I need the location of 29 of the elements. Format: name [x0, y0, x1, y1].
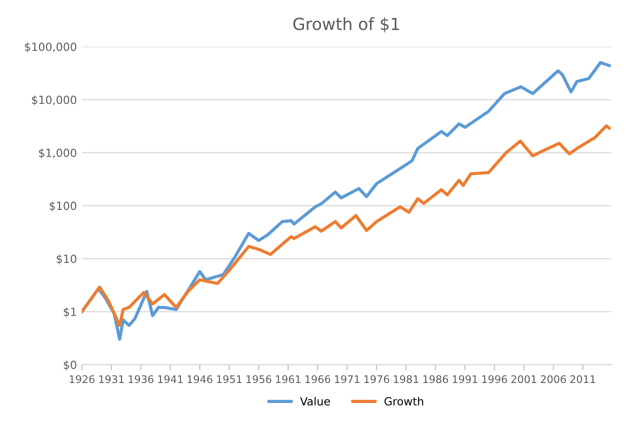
x-tick-label: 1986 [423, 375, 448, 384]
y-tick-label: $0 [64, 360, 76, 370]
y-tick-label: $10 [56, 254, 76, 264]
line-series [82, 124, 611, 327]
chart-title: Growth of $1 [293, 17, 400, 32]
x-tick-label: 2011 [570, 375, 596, 384]
x-tick-label: 2006 [540, 375, 566, 384]
x-tick-label: 1981 [394, 375, 418, 384]
x-tick-label: 1931 [99, 375, 124, 384]
legend-label: Growth [384, 396, 424, 406]
x-tick-label: 1996 [482, 375, 508, 384]
y-tick-label: $10,000 [32, 95, 76, 106]
x-tick-label: 1966 [306, 375, 330, 384]
x-tick-label: 1956 [246, 375, 272, 384]
x-tick-label: 1946 [188, 375, 212, 384]
y-tick-label: $1,000 [39, 148, 76, 158]
y-tick-label: $100,000 [24, 42, 76, 52]
y-tick-label: $1 [64, 307, 76, 318]
x-tick-label: 1976 [364, 375, 390, 384]
legend-label: Value [300, 396, 330, 406]
x-tick-label: 1991 [452, 375, 478, 384]
x-tick-label: 1961 [276, 375, 300, 384]
x-tick-label: 2001 [511, 375, 536, 384]
x-tick-label: 1971 [334, 375, 360, 384]
x-tick-label: 1951 [217, 375, 242, 384]
y-tick-label: $100 [50, 201, 76, 212]
x-tick-label: 1926 [70, 375, 94, 384]
x-tick-label: 1941 [158, 375, 183, 384]
x-tick-label: 1936 [128, 375, 154, 384]
